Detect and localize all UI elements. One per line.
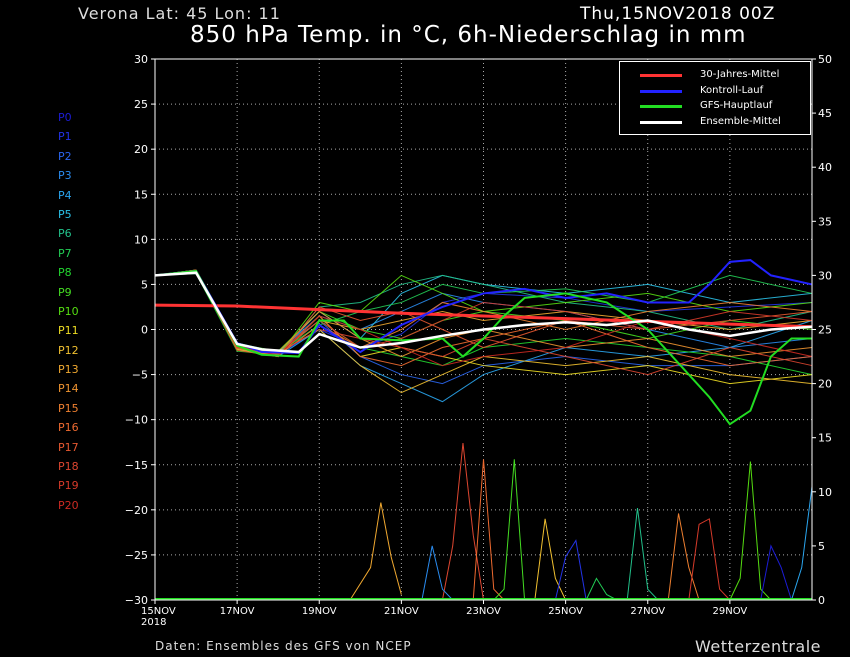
precip-line-p19 xyxy=(688,518,731,601)
y-left-tick-label: −30 xyxy=(125,594,148,607)
data-credit: Daten: Ensembles des GFS von NCEP xyxy=(155,639,412,653)
y-left-tick-label: −15 xyxy=(125,459,148,472)
precip-line-p13 xyxy=(349,502,402,601)
x-tick-label: 23NOV xyxy=(466,606,501,617)
y-left-tick-label: 10 xyxy=(134,233,148,246)
y-right-tick-label: 0 xyxy=(818,594,825,607)
y-left-tick-label: 15 xyxy=(134,188,148,201)
series-line-p15 xyxy=(154,270,813,357)
highlight-series xyxy=(154,259,813,426)
precip-line-p7 xyxy=(585,577,618,601)
x-tick-label: 29NOV xyxy=(713,606,748,617)
y-left-tick-label: 5 xyxy=(141,278,148,291)
brand-name: Wetterzentrale xyxy=(695,637,822,656)
member-label-p19: P19 xyxy=(58,479,79,493)
y-right-tick-label: 20 xyxy=(818,378,832,391)
member-label-p4: P4 xyxy=(58,188,72,202)
member-label-p14: P14 xyxy=(58,382,79,396)
legend-entry: Ensemble-Mittel xyxy=(620,115,810,129)
legend-swatch xyxy=(640,89,682,93)
member-label-p9: P9 xyxy=(58,285,72,299)
y-left-tick-label: 0 xyxy=(141,324,148,337)
location-label: Verona Lat: 45 Lon: 11 xyxy=(78,4,281,23)
member-label-p12: P12 xyxy=(58,343,79,357)
member-label-p16: P16 xyxy=(58,421,79,435)
x-tick-label: 15NOV xyxy=(141,606,176,617)
x-tick-label: 27NOV xyxy=(630,606,665,617)
member-label-p20: P20 xyxy=(58,498,79,512)
member-label-p17: P17 xyxy=(58,440,79,454)
member-label-p3: P3 xyxy=(58,169,72,183)
x-tick-label: 17NOV xyxy=(220,606,255,617)
x-tick-year: 2018 xyxy=(141,617,166,628)
member-label-p7: P7 xyxy=(58,246,72,260)
climatology-line xyxy=(154,303,813,329)
x-tick-label: 25NOV xyxy=(548,606,583,617)
precip-line-p16 xyxy=(472,459,505,601)
member-list: P0 P1 P2 P3 P4 P5 P6 P7 P8 P9 P10 P11 P12 P13 P14 P15 P1… xyxy=(58,108,79,515)
y-left-tick-label: 20 xyxy=(134,143,148,156)
y-left-tick-label: −20 xyxy=(125,504,148,517)
legend-label: 30-Jahres-Mittel xyxy=(700,69,780,80)
member-label-p8: P8 xyxy=(58,266,72,280)
legend-label: Kontroll-Lauf xyxy=(700,84,764,96)
member-label-p6: P6 xyxy=(58,227,72,241)
member-label-p15: P15 xyxy=(58,401,79,415)
legend-entry: GFS-Hauptlauf xyxy=(620,99,810,113)
y-left-tick-label: −5 xyxy=(132,369,148,382)
y-right-tick-label: 25 xyxy=(818,324,832,337)
precip-line-p18 xyxy=(441,443,484,601)
legend-swatch xyxy=(640,74,682,77)
precip-line-p0 xyxy=(760,544,792,601)
precip-line-p10 xyxy=(729,461,772,601)
y-left-tick-label: 25 xyxy=(134,98,148,111)
chart-legend: 30-Jahres-Mittel Kontroll-Lauf GFS-Hauptla… xyxy=(619,61,811,135)
member-label-p2: P2 xyxy=(58,149,72,163)
legend-label: GFS-Hauptlauf xyxy=(700,100,773,111)
y-right-tick-label: 10 xyxy=(818,486,832,499)
member-label-p10: P10 xyxy=(58,304,79,318)
y-left-tick-label: −10 xyxy=(125,414,148,427)
y-right-tick-label: 30 xyxy=(818,269,832,282)
run-date: Thu,15NOV2018 00Z xyxy=(580,4,776,24)
precip-line-p12 xyxy=(534,518,567,601)
precip-line-p1 xyxy=(554,539,587,601)
x-tick-label: 21NOV xyxy=(384,606,419,617)
member-label-p1: P1 xyxy=(58,130,72,144)
y-right-tick-label: 40 xyxy=(818,161,832,174)
legend-label: Ensemble-Mittel xyxy=(700,115,781,127)
legend-swatch xyxy=(640,105,682,108)
member-label-p5: P5 xyxy=(58,207,72,221)
member-label-p11: P11 xyxy=(58,324,79,338)
y-right-tick-label: 45 xyxy=(818,107,832,120)
member-label-p0: P0 xyxy=(58,111,72,124)
precip-line-p6 xyxy=(626,507,659,601)
y-right-tick-label: 15 xyxy=(818,432,832,445)
precip-line-p15 xyxy=(667,513,700,601)
x-tick-label: 19NOV xyxy=(302,606,337,617)
y-right-tick-label: 5 xyxy=(818,540,825,553)
precip-line-p3 xyxy=(421,545,454,601)
precip-line-p4 xyxy=(790,486,813,601)
control-run-line xyxy=(154,259,813,354)
legend-swatch xyxy=(640,120,682,124)
precipitation-series xyxy=(155,443,813,601)
legend-entry: Kontroll-Lauf xyxy=(620,84,810,98)
ensemble-mean-line xyxy=(154,271,813,354)
y-left-tick-label: −25 xyxy=(125,549,148,562)
y-right-tick-label: 50 xyxy=(818,53,832,66)
chart-title: 850 hPa Temp. in °C, 6h-Niederschlag in … xyxy=(190,22,747,48)
y-right-tick-label: 35 xyxy=(818,215,832,228)
member-label-p18: P18 xyxy=(58,460,79,474)
axis-labels: 302520151050−5−10−15−20−25−3050454035302… xyxy=(125,53,832,628)
legend-entry: 30-Jahres-Mittel xyxy=(620,68,810,82)
y-left-tick-label: 30 xyxy=(134,53,148,66)
member-label-p13: P13 xyxy=(58,363,79,377)
precip-line-p9 xyxy=(493,459,526,601)
